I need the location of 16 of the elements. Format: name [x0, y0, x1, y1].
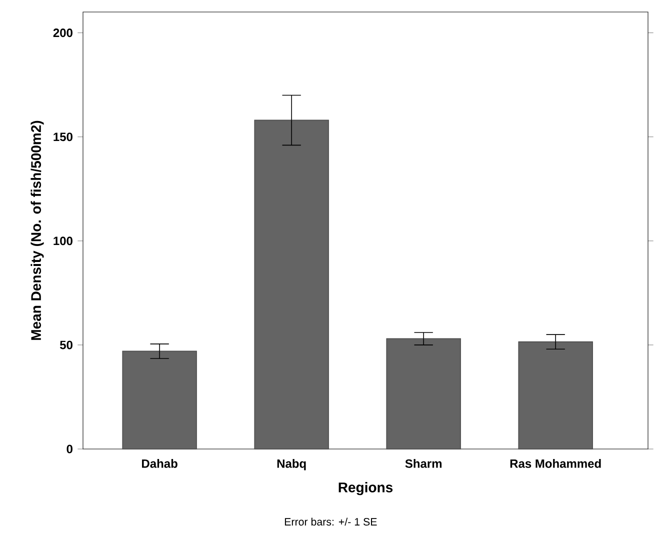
x-tick-label: Nabq — [277, 459, 306, 470]
x-tick-label: Dahab — [142, 459, 178, 468]
bar — [386, 338, 461, 450]
bar — [122, 350, 197, 450]
x-axis-title: Regions — [338, 482, 393, 496]
text: Error bars: +/- 1 SE — [284, 518, 377, 526]
x-tick-label: Sharm — [405, 459, 442, 468]
bar — [254, 120, 329, 450]
y-tick-label: 200 — [53, 28, 72, 38]
x-tick-label: Ras Mohammed — [510, 459, 601, 468]
bar — [518, 341, 593, 450]
y-tick-label: 100 — [54, 236, 72, 246]
y-axis-title: Mean Density (No. of fish/500m2) — [30, 120, 44, 340]
y-tick-label: 0 — [66, 444, 72, 454]
y-tick-label: 50 — [60, 340, 72, 350]
y-tick-label: 150 — [54, 132, 72, 142]
